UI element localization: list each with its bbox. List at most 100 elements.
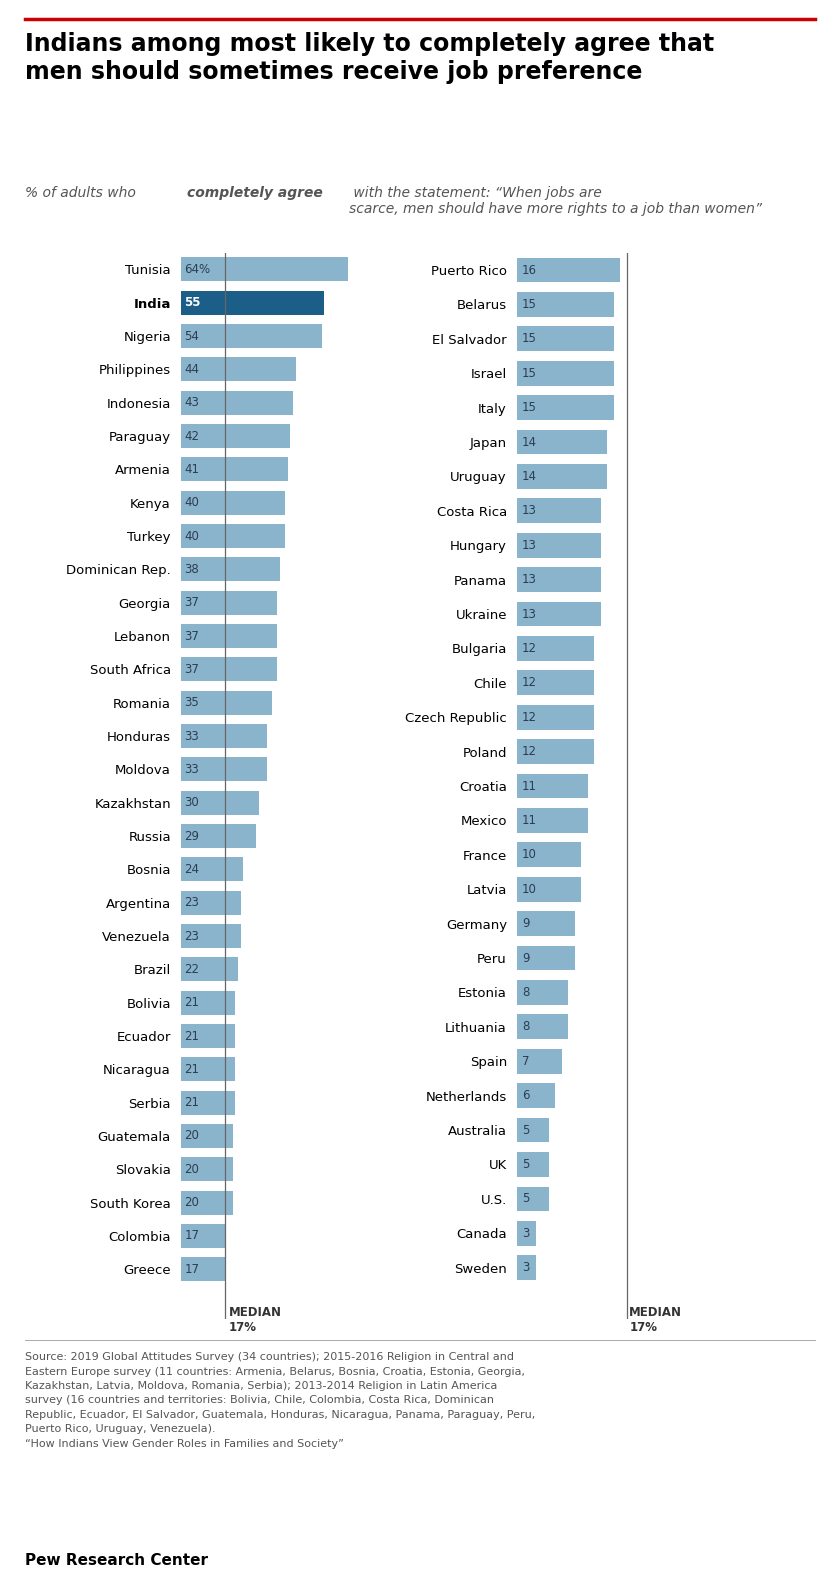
- Text: 15: 15: [522, 367, 537, 379]
- Text: 54: 54: [185, 330, 199, 343]
- Text: 11: 11: [522, 814, 537, 826]
- Text: 14: 14: [522, 436, 537, 449]
- Bar: [181, 991, 235, 1014]
- Text: 3: 3: [522, 1261, 529, 1273]
- Bar: [181, 757, 267, 782]
- Bar: [181, 423, 291, 449]
- Bar: [181, 525, 285, 548]
- Bar: [517, 602, 601, 626]
- Text: 29: 29: [185, 830, 200, 842]
- Text: 20: 20: [185, 1196, 199, 1209]
- Text: 42: 42: [185, 430, 200, 442]
- Bar: [181, 1157, 233, 1182]
- Bar: [181, 1090, 235, 1114]
- Bar: [181, 1224, 225, 1248]
- Bar: [181, 924, 241, 948]
- Text: 23: 23: [185, 896, 199, 908]
- Text: MEDIAN
17%: MEDIAN 17%: [629, 1305, 682, 1334]
- Text: 15: 15: [522, 299, 537, 311]
- Text: 21: 21: [185, 1063, 200, 1076]
- Bar: [181, 491, 285, 515]
- Text: 37: 37: [185, 596, 199, 610]
- Text: 16: 16: [522, 264, 537, 276]
- Text: 12: 12: [522, 641, 537, 656]
- Bar: [181, 558, 280, 581]
- Text: 21: 21: [185, 1097, 200, 1109]
- Bar: [517, 877, 581, 902]
- Text: 12: 12: [522, 711, 537, 724]
- Text: Source: 2019 Global Attitudes Survey (34 countries); 2015-2016 Religion in Centr: Source: 2019 Global Attitudes Survey (34…: [25, 1352, 535, 1449]
- Text: 55: 55: [185, 297, 201, 310]
- Bar: [517, 1014, 569, 1040]
- Text: with the statement: “When jobs are
scarce, men should have more rights to a job : with the statement: “When jobs are scarc…: [349, 186, 762, 216]
- Bar: [181, 891, 241, 915]
- Bar: [181, 657, 277, 681]
- Bar: [181, 825, 256, 848]
- Text: MEDIAN
17%: MEDIAN 17%: [229, 1307, 282, 1334]
- Text: 37: 37: [185, 664, 199, 676]
- Bar: [517, 532, 601, 558]
- Bar: [181, 724, 267, 747]
- Text: 12: 12: [522, 746, 537, 758]
- Text: 21: 21: [185, 1030, 200, 1043]
- Text: 6: 6: [522, 1089, 529, 1103]
- Text: 8: 8: [522, 986, 529, 999]
- Bar: [517, 1221, 536, 1245]
- Text: 5: 5: [522, 1158, 529, 1171]
- Text: 9: 9: [522, 916, 529, 931]
- Text: 35: 35: [185, 697, 199, 709]
- Text: 9: 9: [522, 951, 529, 964]
- Bar: [181, 858, 244, 882]
- Bar: [517, 980, 569, 1005]
- Text: 43: 43: [185, 397, 199, 409]
- Text: 15: 15: [522, 332, 537, 346]
- Bar: [517, 739, 595, 765]
- Bar: [517, 1049, 562, 1074]
- Bar: [181, 1024, 235, 1048]
- Bar: [181, 624, 277, 648]
- Bar: [517, 1187, 549, 1212]
- Text: completely agree: completely agree: [187, 186, 323, 199]
- Text: 5: 5: [522, 1193, 529, 1206]
- Bar: [517, 946, 575, 970]
- Text: 20: 20: [185, 1163, 199, 1176]
- Text: 17: 17: [185, 1229, 200, 1242]
- Bar: [517, 1084, 555, 1108]
- Text: 13: 13: [522, 608, 537, 621]
- Bar: [517, 670, 595, 695]
- Bar: [517, 912, 575, 935]
- Bar: [517, 774, 588, 798]
- Bar: [517, 1152, 549, 1177]
- Bar: [181, 690, 272, 714]
- Text: 21: 21: [185, 995, 200, 1010]
- Text: 41: 41: [185, 463, 200, 476]
- Bar: [517, 258, 620, 283]
- Bar: [517, 637, 595, 660]
- Text: 13: 13: [522, 504, 537, 517]
- Text: 17: 17: [185, 1262, 200, 1275]
- Text: 37: 37: [185, 629, 199, 643]
- Text: % of adults who: % of adults who: [25, 186, 140, 199]
- Bar: [517, 430, 607, 455]
- Text: 33: 33: [185, 763, 199, 776]
- Bar: [181, 957, 238, 981]
- Text: 3: 3: [522, 1226, 529, 1240]
- Text: 30: 30: [185, 796, 199, 809]
- Text: 40: 40: [185, 529, 199, 542]
- Bar: [517, 1117, 549, 1142]
- Text: 11: 11: [522, 779, 537, 793]
- Bar: [517, 465, 607, 488]
- Text: 12: 12: [522, 676, 537, 689]
- Bar: [517, 360, 614, 386]
- Text: 13: 13: [522, 574, 537, 586]
- Bar: [517, 292, 614, 318]
- Bar: [181, 1191, 233, 1215]
- Bar: [517, 327, 614, 351]
- Bar: [181, 390, 293, 416]
- Text: 44: 44: [185, 363, 200, 376]
- Bar: [517, 705, 595, 730]
- Text: 14: 14: [522, 469, 537, 483]
- Bar: [181, 790, 259, 815]
- Bar: [181, 258, 348, 281]
- Bar: [181, 357, 296, 381]
